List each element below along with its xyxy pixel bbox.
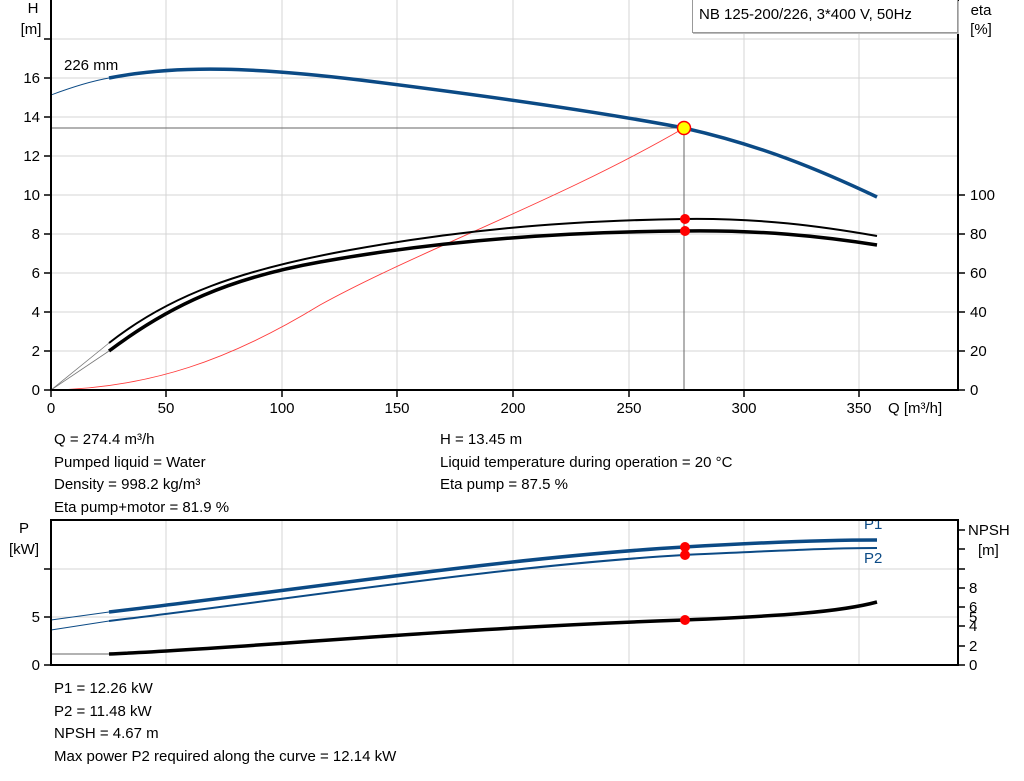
y-right-label: eta (971, 2, 993, 19)
tick-label: 0 (47, 400, 55, 417)
top-x-tick-labels: 0 50 100 150 200 250 300 350 (47, 400, 872, 417)
tick-label: 16 (23, 70, 40, 87)
tick-label: 200 (500, 400, 525, 417)
eta-pump-marker (680, 214, 690, 224)
tick-label: 12 (23, 148, 40, 165)
npsh-axis-unit: [m] (978, 542, 999, 559)
tick-label: 6 (969, 599, 977, 616)
eta-extrapolation (50, 342, 110, 391)
duty-info-left: Q = 274.4 m³/h Pumped liquid = Water Den… (54, 429, 229, 519)
duty-point-marker[interactable] (676, 120, 692, 136)
head-curve-extrapolation (50, 77, 110, 96)
top-y-right-tick-labels: 0 20 40 60 80 100 (970, 187, 995, 399)
head-curve (108, 67, 878, 199)
p1-curve (108, 538, 878, 614)
tick-label: 2 (32, 343, 40, 360)
tick-label: 10 (23, 187, 40, 204)
tick-label: 40 (970, 304, 987, 321)
top-chart-ticks (44, 38, 965, 397)
bottom-chart-ticks (44, 529, 965, 666)
tick-label: 250 (616, 400, 641, 417)
tick-label: 100 (970, 187, 995, 204)
system-curve (50, 127, 685, 391)
eta-pump-curve (108, 217, 878, 344)
tick-label: 60 (970, 265, 987, 282)
npsh-value: NPSH = 4.67 m (54, 725, 159, 742)
bottom-y-left-label: P (19, 520, 29, 537)
top-y-left-tick-labels: 0 2 4 6 8 10 12 14 16 (23, 70, 40, 399)
head-value: H = 13.45 m (440, 431, 523, 448)
tick-label: 150 (384, 400, 409, 417)
pump-title-box: NB 125-200/226, 3*400 V, 50Hz (692, 0, 958, 33)
tick-label: 0 (969, 657, 977, 674)
tick-label: 80 (970, 226, 987, 243)
tick-label: 4 (32, 304, 40, 321)
tick-label: 20 (970, 343, 987, 360)
bottom-chart-axes (50, 519, 959, 666)
p1-curve-label: P1 (864, 516, 882, 533)
p1-marker (680, 542, 690, 552)
duty-info-right: H = 13.45 m Liquid temperature during op… (440, 429, 732, 497)
density-value: Density = 998.2 kg/m³ (54, 476, 201, 493)
bottom-y-left-unit: [kW] (9, 541, 39, 558)
p2-curve-label: P2 (864, 550, 882, 567)
eta-pump-value: Eta pump = 87.5 % (440, 476, 568, 493)
npsh-axis-label: NPSH (968, 522, 1010, 539)
pumped-liquid: Pumped liquid = Water (54, 453, 206, 471)
npsh-marker (680, 615, 690, 625)
tick-label: 100 (269, 400, 294, 417)
max-power-value: Max power P2 required along the curve = … (54, 747, 397, 765)
y-left-unit: [m] (21, 21, 42, 38)
power-info: P1 = 12.26 kW P2 = 11.48 kW NPSH = 4.67 … (54, 678, 396, 768)
tick-label: 4 (969, 618, 977, 635)
p1-extrapolation (50, 611, 110, 621)
tick-label: 8 (32, 226, 40, 243)
p2-extrapolation (50, 620, 110, 631)
liquid-temperature: Liquid temperature during operation = 20… (440, 453, 733, 471)
tick-label: 350 (846, 400, 871, 417)
tick-label: 14 (23, 109, 40, 126)
p2-value: P2 = 11.48 kW (54, 702, 152, 720)
npsh-curve (108, 600, 878, 656)
tick-label: 5 (32, 609, 40, 626)
tick-label: 50 (158, 400, 175, 417)
tick-label: 2 (969, 638, 977, 655)
tick-label: 0 (32, 382, 40, 399)
top-chart-grid (51, 0, 958, 390)
x-axis-label: Q [m³/h] (888, 400, 942, 417)
p2-marker (680, 550, 690, 560)
tick-label: 0 (32, 657, 40, 674)
flow-value: Q = 274.4 m³/h (54, 431, 155, 448)
p2-curve (108, 547, 878, 622)
eta-pump-motor-marker (680, 226, 690, 236)
y-right-unit: [%] (970, 21, 992, 38)
bottom-y-right-tick-labels: 0 2 4 5 6 8 (969, 580, 977, 674)
bottom-chart-grid (51, 520, 958, 665)
eta-pump-motor-value: Eta pump+motor = 81.9 % (54, 498, 230, 516)
y-left-label: H (28, 0, 39, 17)
tick-label: 300 (731, 400, 756, 417)
eta-pump-motor-curve (107, 229, 878, 353)
tick-label: 6 (32, 265, 40, 282)
pump-title: NB 125-200/226, 3*400 V, 50Hz (699, 6, 912, 23)
tick-label: 8 (969, 580, 977, 597)
p1-value: P1 = 12.26 kW (54, 680, 153, 697)
impeller-diameter-label: 226 mm (64, 57, 118, 74)
duty-point-guides (51, 127, 685, 390)
tick-label: 0 (970, 382, 978, 399)
tick-label: 5 (969, 609, 977, 626)
